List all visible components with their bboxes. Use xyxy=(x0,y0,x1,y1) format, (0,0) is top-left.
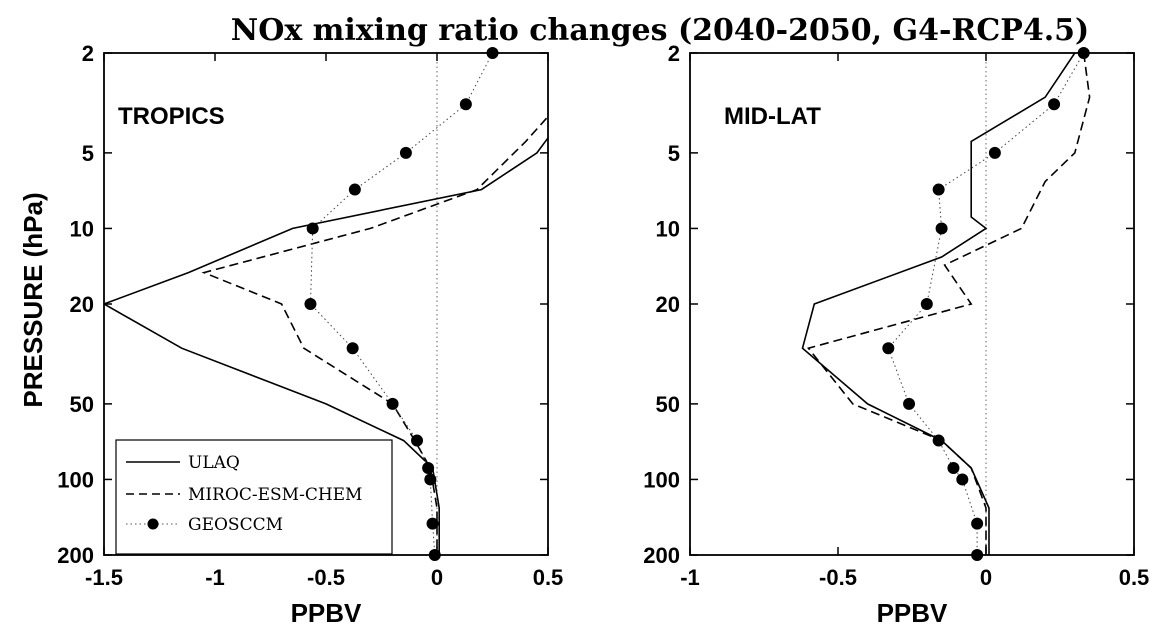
data-point-geosccm-tropics xyxy=(399,146,412,159)
series-line-geosccm-midlat xyxy=(887,53,1085,555)
x-tick-label-midlat: 0 xyxy=(980,565,992,590)
y-tick-label-midlat: 200 xyxy=(643,543,680,568)
data-point-geosccm-tropics xyxy=(386,397,399,410)
legend-label-geosccm: GEOSCCM xyxy=(188,515,283,535)
data-point-geosccm-tropics xyxy=(459,98,472,111)
legend-marker-geosccm xyxy=(147,518,159,530)
data-point-geosccm-tropics xyxy=(422,461,435,474)
x-tick-label-tropics: -1 xyxy=(205,565,225,590)
data-point-geosccm-midlat xyxy=(971,517,984,530)
y-tick-label-midlat: 5 xyxy=(668,141,680,166)
y-tick-label-midlat: 100 xyxy=(643,467,680,492)
midlat-panel: MID-LAT PPBV 2 5 10 20 50 100 200-1 -0.5 0 0.5 xyxy=(643,41,1149,628)
y-tick-label-tropics: 100 xyxy=(57,467,94,492)
series-line-miroc-esm-chem-tropics xyxy=(201,115,548,555)
data-point-geosccm-midlat xyxy=(935,222,948,235)
data-point-geosccm-midlat xyxy=(932,183,945,196)
data-point-geosccm-tropics xyxy=(424,473,437,486)
legend-box xyxy=(115,439,393,555)
y-tick-label-tropics: 200 xyxy=(57,543,94,568)
y-tick-label-tropics: 5 xyxy=(82,141,94,166)
y-tick-label-tropics: 2 xyxy=(82,41,94,66)
x-tick-label-midlat: -0.5 xyxy=(819,565,857,590)
x-tick-label-tropics: 0 xyxy=(431,565,443,590)
y-axis-label: PRESSURE (hPa) xyxy=(18,192,48,407)
data-point-geosccm-midlat xyxy=(1048,98,1061,111)
data-point-geosccm-midlat xyxy=(932,434,945,447)
data-point-geosccm-midlat xyxy=(920,298,933,310)
data-point-geosccm-tropics xyxy=(348,183,361,196)
x-tick-label-tropics: -1.5 xyxy=(85,565,123,590)
data-point-geosccm-midlat xyxy=(988,146,1001,159)
data-point-geosccm-tropics xyxy=(426,517,439,530)
x-tick-label-tropics: -0.5 xyxy=(307,565,345,590)
data-point-geosccm-midlat xyxy=(882,342,895,355)
y-tick-label-tropics: 10 xyxy=(70,216,94,241)
legend: ULAQ MIROC-ESM-CHEM GEOSCCM xyxy=(115,439,393,555)
data-point-geosccm-tropics xyxy=(346,342,359,355)
x-tick-label-tropics: 0.5 xyxy=(533,565,564,590)
legend-label-ulaq: ULAQ xyxy=(188,453,240,473)
x-tick-label-midlat: 0.5 xyxy=(1119,565,1150,590)
y-tick-label-midlat: 20 xyxy=(656,292,680,317)
legend-label-miroc: MIROC-ESM-CHEM xyxy=(188,485,362,505)
region-label-tropics: TROPICS xyxy=(118,103,225,130)
tropics-panel: TROPICS PPBV 2 5 10 20 50 100 200-1.5 -1 -0.5 0 0.… xyxy=(57,41,563,628)
series-line-ulaq-midlat xyxy=(801,53,1076,555)
data-point-geosccm-midlat xyxy=(903,397,916,410)
y-tick-label-midlat: 50 xyxy=(656,392,680,417)
data-point-geosccm-tropics xyxy=(304,298,317,310)
chart-title: NOx mixing ratio changes (2040-2050, G4-… xyxy=(231,13,1089,48)
x-tick-label-midlat: -1 xyxy=(680,565,700,590)
data-point-geosccm-tropics xyxy=(306,222,319,235)
y-tick-label-tropics: 20 xyxy=(70,292,94,317)
x-axis-label-midlat: PPBV xyxy=(877,598,948,628)
data-point-geosccm-midlat xyxy=(947,461,960,474)
region-label-midlat: MID-LAT xyxy=(724,103,821,130)
y-tick-label-midlat: 2 xyxy=(668,41,680,66)
data-point-geosccm-tropics xyxy=(411,434,424,447)
data-point-geosccm-midlat xyxy=(956,473,969,486)
y-tick-label-tropics: 50 xyxy=(70,392,94,417)
y-tick-label-midlat: 10 xyxy=(656,216,680,241)
x-axis-label-tropics: PPBV xyxy=(291,598,362,628)
series-line-miroc-esm-chem-midlat xyxy=(807,53,1091,555)
